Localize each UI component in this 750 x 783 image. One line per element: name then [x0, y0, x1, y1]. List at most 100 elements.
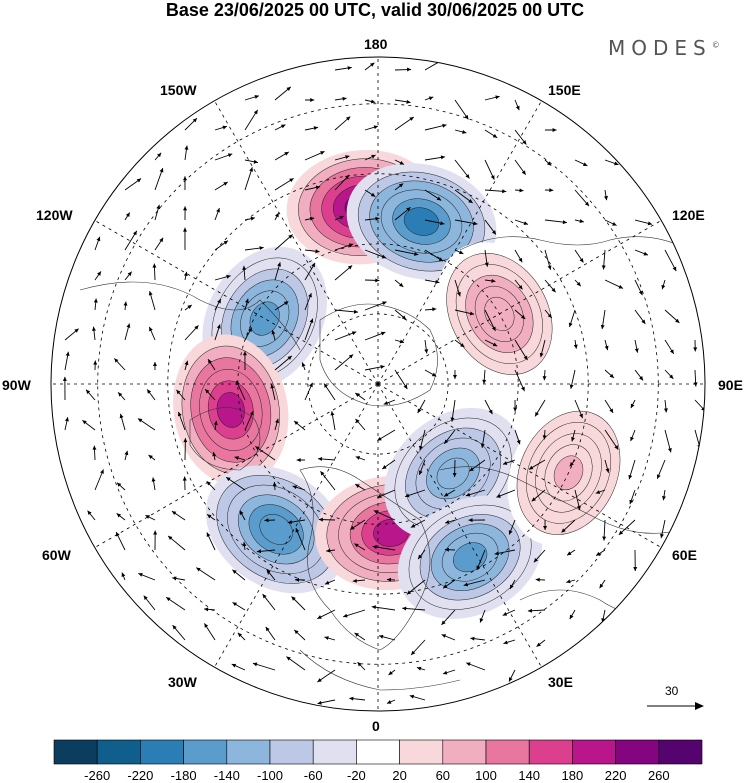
wind-vector-head	[491, 326, 496, 331]
wind-vector-head	[286, 656, 291, 661]
wind-vector-head	[466, 662, 471, 667]
wind-vector-head	[248, 327, 252, 333]
colorbar-tick-label: 180	[562, 768, 584, 783]
colorbar-tick-label: 60	[436, 768, 450, 783]
wind-vector-head	[468, 199, 473, 203]
wind-vector-head	[124, 450, 129, 456]
wind-vector-head	[442, 123, 447, 128]
wind-vector-head	[138, 573, 143, 577]
wind-vector-head	[355, 392, 360, 397]
wind-vector-head	[521, 386, 525, 392]
wind-vector-head	[348, 243, 354, 248]
wind-vector-head	[539, 352, 544, 358]
wind-vector-head	[406, 207, 411, 212]
wind-vector-head	[502, 189, 507, 194]
wind-vector-head	[236, 380, 240, 386]
wind-vector-head	[492, 133, 498, 138]
wind-vector-head	[310, 98, 315, 103]
wind-vector-head	[152, 361, 157, 366]
wind-vector-head	[355, 418, 360, 424]
wind-vector-head	[441, 634, 447, 638]
wind-vector-head	[277, 262, 281, 267]
wind-vector-head	[386, 700, 392, 704]
wind-vector-head	[638, 290, 643, 296]
wind-vector-head	[166, 597, 171, 602]
wind-vector-head	[100, 469, 104, 474]
wind-vector-head	[566, 579, 571, 584]
wind-vector-head	[315, 185, 321, 190]
map-disk	[51, 57, 705, 711]
wind-vector-head	[231, 663, 237, 668]
colorbar-tick-label: -60	[304, 768, 323, 783]
wind-vector-head	[291, 596, 296, 601]
wind-vector-head	[605, 468, 610, 473]
wind-vector-head	[601, 265, 606, 270]
wind-vector-head	[399, 339, 405, 344]
colorbar-tick-label: -20	[347, 768, 366, 783]
wind-vector-head	[86, 389, 91, 395]
wind-vector-head	[272, 481, 277, 487]
wind-vector-head	[255, 446, 260, 451]
wind-vector-head	[317, 678, 322, 682]
wind-vector-head	[480, 443, 485, 448]
wind-vector-head	[465, 174, 470, 179]
wind-vector-head	[87, 510, 92, 515]
wind-vector-head	[418, 445, 423, 451]
wind-vector-head	[192, 118, 197, 123]
wind-vector-head	[353, 309, 359, 314]
wind-vector-head	[270, 384, 275, 389]
wind-vector-head	[132, 230, 137, 236]
wind-vector-head	[442, 670, 448, 675]
wind-vector-head	[308, 293, 312, 298]
wind-vector-head	[123, 301, 128, 306]
wind-vector-head	[187, 304, 192, 309]
wind-vector-head	[237, 632, 243, 638]
wind-vector-head	[177, 411, 182, 417]
wind-vector-head	[148, 291, 153, 296]
wind-vector-head	[172, 625, 177, 630]
wind-vector-head	[266, 569, 271, 574]
wind-vector-head	[330, 411, 335, 416]
wind-vector-head	[355, 456, 361, 460]
wind-vector-head	[264, 518, 269, 523]
wind-vector-head	[370, 99, 376, 104]
wind-vector-head	[262, 594, 267, 599]
wind-vector-head	[410, 523, 416, 528]
wind-vector-head	[693, 347, 698, 352]
wind-vector-head	[114, 358, 119, 363]
wind-vector-head	[639, 376, 644, 381]
wind-vector-head	[249, 410, 254, 416]
wind-vector-head	[552, 127, 557, 132]
wind-vector-head	[153, 530, 158, 535]
lon-label-150e: 150E	[548, 82, 581, 98]
wind-vector-head	[465, 492, 471, 497]
wind-vector-head	[444, 492, 449, 497]
wind-vector-head	[125, 212, 130, 217]
wind-vector-head	[324, 580, 330, 585]
wind-vectors	[62, 58, 705, 705]
wind-vector-head	[320, 471, 325, 476]
meridian	[377, 215, 670, 385]
wind-vector-head	[418, 470, 423, 475]
wind-vector-head	[568, 322, 573, 328]
wind-vector-head	[579, 413, 583, 419]
wind-vector-head	[288, 234, 293, 239]
wind-vector-head	[313, 126, 319, 131]
wind-vector-head	[183, 438, 188, 443]
wind-vector-head	[117, 482, 122, 487]
wind-vector-head	[614, 445, 619, 450]
wind-vector-head	[535, 411, 539, 417]
wind-vector-head	[347, 66, 352, 71]
wind-vector-head	[317, 615, 322, 619]
wind-vector-head	[294, 629, 299, 635]
lon-label-90w: 90W	[2, 377, 31, 393]
canada-negative-contour	[249, 301, 280, 336]
wind-vector-head	[259, 246, 264, 251]
wind-vector-head	[424, 349, 429, 354]
wind-vector-head	[509, 584, 514, 590]
colorbar-tick-label: 100	[475, 768, 497, 783]
wind-vector-head	[239, 510, 244, 515]
wind-vector-head	[318, 456, 323, 461]
wind-vector-head	[216, 208, 220, 213]
